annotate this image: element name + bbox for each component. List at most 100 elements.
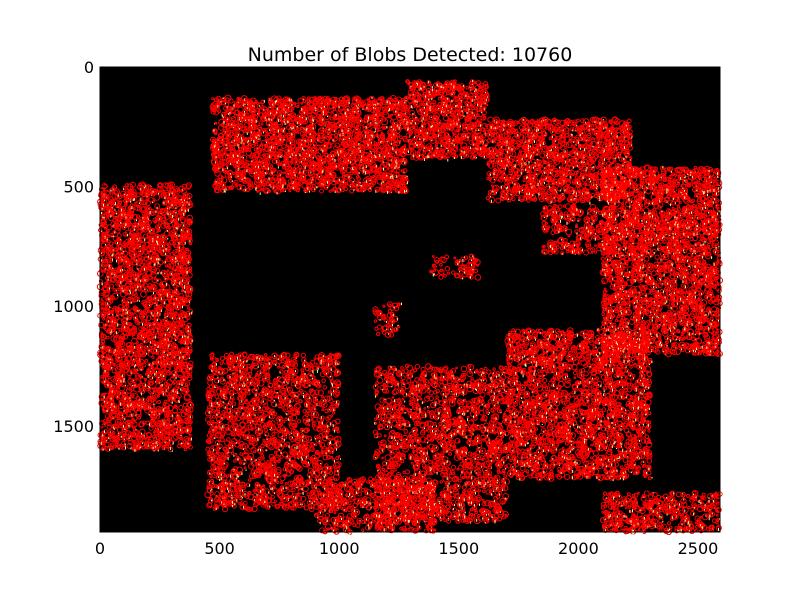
feature-speck (277, 192, 278, 194)
feature-speck (523, 119, 524, 121)
feature-speck (407, 121, 408, 123)
feature-speck (461, 106, 462, 108)
feature-speck (302, 140, 303, 141)
feature-speck (420, 130, 421, 132)
feature-speck (361, 156, 362, 158)
feature-speck (387, 191, 388, 194)
feature-speck (406, 124, 407, 125)
feature-speck (497, 155, 498, 157)
feature-speck (270, 107, 271, 108)
feature-speck (375, 122, 376, 123)
feature-speck (255, 188, 256, 191)
feature-speck (444, 102, 445, 103)
feature-speck (480, 124, 481, 126)
feature-speck (430, 106, 431, 107)
feature-speck (407, 176, 408, 177)
feature-speck (232, 108, 233, 109)
feature-speck (265, 172, 266, 174)
feature-speck (461, 150, 462, 152)
feature-speck (342, 130, 343, 132)
feature-speck (283, 130, 284, 131)
feature-speck (543, 120, 544, 121)
feature-speck (453, 86, 454, 89)
feature-speck (277, 108, 278, 111)
feature-speck (257, 113, 258, 114)
feature-speck (310, 171, 311, 173)
feature-speck (412, 113, 413, 115)
feature-speck (584, 148, 585, 151)
feature-speck (360, 120, 361, 122)
feature-speck (246, 169, 247, 172)
feature-speck (290, 127, 291, 128)
feature-speck (424, 86, 425, 88)
feature-speck (529, 166, 530, 168)
feature-speck (316, 186, 317, 188)
feature-speck (231, 124, 232, 125)
feature-speck (368, 144, 369, 146)
feature-speck (494, 179, 495, 180)
feature-speck (331, 156, 332, 158)
feature-speck (404, 190, 405, 193)
feature-speck (427, 155, 428, 158)
feature-speck (303, 149, 304, 151)
feature-speck (396, 151, 397, 153)
feature-speck (363, 170, 364, 173)
feature-speck (442, 157, 443, 158)
feature-speck (630, 159, 631, 160)
feature-speck (301, 108, 302, 111)
feature-speck (359, 172, 360, 174)
feature-speck (327, 116, 328, 117)
feature-speck (352, 167, 353, 170)
feature-speck (475, 96, 476, 98)
feature-speck (376, 165, 377, 168)
feature-speck (335, 159, 336, 162)
feature-speck (310, 133, 311, 135)
feature-speck (517, 134, 518, 137)
feature-speck (259, 138, 260, 140)
feature-speck (414, 136, 415, 138)
feature-speck (477, 149, 478, 150)
feature-speck (217, 105, 218, 107)
feature-speck (366, 126, 367, 129)
feature-speck (386, 126, 387, 128)
feature-speck (327, 187, 328, 188)
feature-speck (358, 190, 359, 191)
feature-speck (372, 135, 373, 138)
feature-speck (501, 186, 502, 189)
feature-speck (289, 99, 290, 102)
feature-speck (346, 116, 347, 117)
feature-speck (335, 101, 336, 102)
feature-speck (333, 139, 334, 141)
feature-speck (584, 162, 585, 164)
feature-speck (570, 176, 571, 179)
feature-speck (377, 103, 378, 105)
feature-speck (484, 108, 485, 110)
feature-speck (360, 150, 361, 153)
feature-speck (353, 189, 354, 190)
feature-speck (247, 141, 248, 142)
feature-speck (398, 114, 399, 116)
feature-speck (582, 193, 583, 195)
feature-speck (238, 175, 239, 177)
feature-speck (363, 167, 364, 170)
feature-speck (417, 101, 418, 103)
feature-speck (282, 186, 283, 189)
feature-speck (224, 121, 225, 124)
feature-speck (415, 100, 416, 102)
feature-speck (471, 128, 472, 129)
feature-speck (478, 129, 479, 131)
feature-speck (386, 175, 387, 177)
feature-speck (464, 115, 465, 117)
feature-speck (538, 129, 539, 131)
feature-speck (374, 132, 375, 133)
feature-speck (526, 177, 527, 179)
feature-speck (365, 135, 366, 138)
feature-speck (568, 154, 569, 155)
feature-speck (284, 121, 285, 123)
feature-speck (431, 126, 432, 128)
feature-speck (461, 156, 462, 159)
feature-speck (220, 101, 221, 102)
feature-speck (631, 145, 632, 146)
feature-speck (251, 161, 252, 162)
feature-speck (322, 150, 323, 152)
